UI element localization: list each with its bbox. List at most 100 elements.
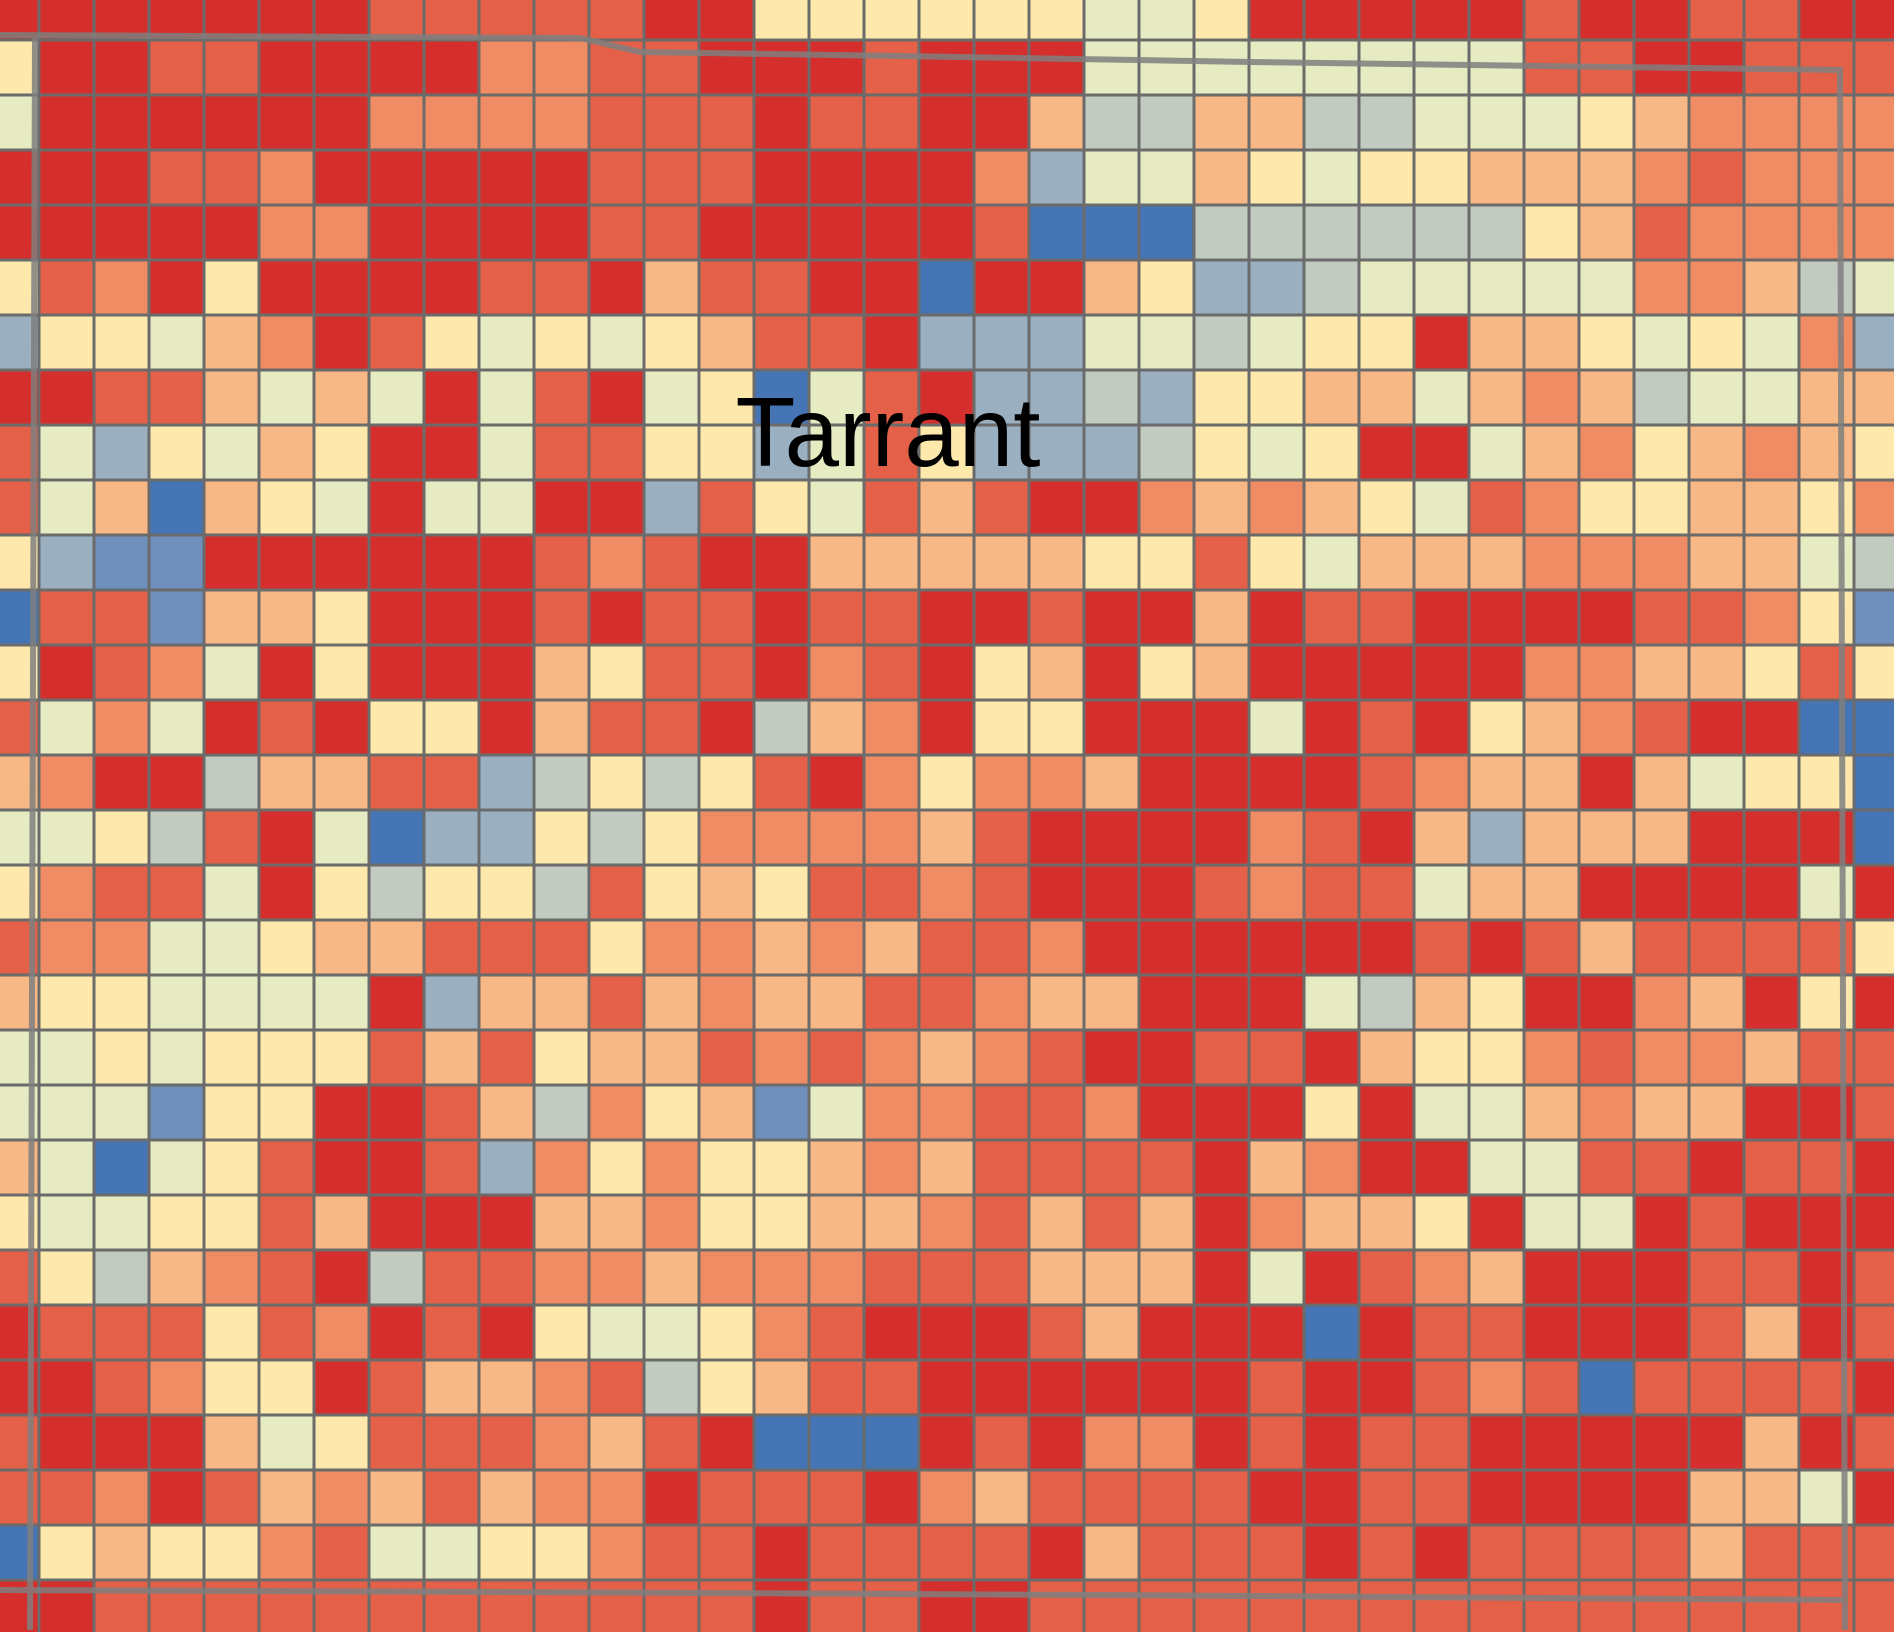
grid-cell bbox=[1852, 423, 1894, 482]
grid-cell bbox=[367, 368, 426, 427]
grid-cell bbox=[1632, 1303, 1691, 1362]
grid-cell bbox=[477, 148, 536, 207]
grid-cell bbox=[147, 478, 206, 537]
grid-cell bbox=[697, 1138, 756, 1197]
grid-cell bbox=[532, 203, 591, 262]
grid-cell bbox=[1192, 1578, 1251, 1632]
grid-cell bbox=[1247, 863, 1306, 922]
grid-cell bbox=[202, 478, 261, 537]
grid-cell bbox=[917, 1303, 976, 1362]
grid-cell bbox=[1467, 1523, 1526, 1582]
grid-cell bbox=[532, 1083, 591, 1142]
grid-cell bbox=[37, 533, 96, 592]
grid-cell bbox=[202, 258, 261, 317]
grid-cell bbox=[312, 1578, 371, 1632]
grid-cell bbox=[1247, 808, 1306, 867]
grid-cell bbox=[147, 973, 206, 1032]
grid-cell bbox=[862, 698, 921, 757]
grid-cell bbox=[1357, 1578, 1416, 1632]
grid-cell bbox=[367, 533, 426, 592]
grid-cell bbox=[37, 973, 96, 1032]
grid-cell bbox=[1082, 1083, 1141, 1142]
grid-cell bbox=[202, 1193, 261, 1252]
grid-cell bbox=[422, 93, 481, 152]
grid-cell bbox=[1357, 1303, 1416, 1362]
grid-cell bbox=[642, 1523, 701, 1582]
grid-cell bbox=[972, 38, 1031, 97]
grid-cell bbox=[312, 1083, 371, 1142]
grid-cell bbox=[1467, 1468, 1526, 1527]
grid-cell bbox=[1247, 1193, 1306, 1252]
grid-cell bbox=[862, 1468, 921, 1527]
grid-cell bbox=[477, 1358, 536, 1417]
grid-cell bbox=[1632, 698, 1691, 757]
grid-cell bbox=[972, 1083, 1031, 1142]
grid-cell bbox=[147, 203, 206, 262]
grid-cell bbox=[1687, 1248, 1746, 1307]
grid-cell bbox=[807, 1468, 866, 1527]
grid-cell bbox=[477, 588, 536, 647]
grid-cell bbox=[1082, 478, 1141, 537]
grid-cell bbox=[1192, 1468, 1251, 1527]
grid-cell bbox=[1522, 1578, 1581, 1632]
grid-cell bbox=[862, 0, 921, 42]
grid-cell bbox=[1357, 918, 1416, 977]
grid-cell bbox=[257, 1358, 316, 1417]
grid-cell bbox=[862, 643, 921, 702]
grid-cell bbox=[1247, 1413, 1306, 1472]
grid-cell bbox=[312, 1138, 371, 1197]
grid-cell bbox=[1632, 1083, 1691, 1142]
grid-cell bbox=[202, 643, 261, 702]
grid-cell bbox=[1577, 1138, 1636, 1197]
grid-cell bbox=[1027, 1248, 1086, 1307]
grid-cell bbox=[1687, 863, 1746, 922]
grid-cell bbox=[1412, 808, 1471, 867]
grid-cell bbox=[92, 1413, 151, 1472]
grid-cell bbox=[1302, 1083, 1361, 1142]
grid-cell bbox=[697, 148, 756, 207]
grid-cell bbox=[1137, 258, 1196, 317]
grid-cell bbox=[1632, 588, 1691, 647]
grid-cell bbox=[1522, 313, 1581, 372]
grid-cell bbox=[1412, 1413, 1471, 1472]
grid-cell bbox=[1797, 698, 1856, 757]
grid-cell bbox=[752, 1413, 811, 1472]
grid-cell bbox=[1302, 1303, 1361, 1362]
grid-cell bbox=[1742, 918, 1801, 977]
grid-cell bbox=[862, 313, 921, 372]
grid-cell bbox=[807, 1303, 866, 1362]
grid-cell bbox=[917, 93, 976, 152]
grid-cell bbox=[1412, 753, 1471, 812]
grid-cell bbox=[917, 1523, 976, 1582]
grid-cell bbox=[1467, 973, 1526, 1032]
grid-cell bbox=[1742, 1138, 1801, 1197]
grid-cell bbox=[477, 93, 536, 152]
grid-cell bbox=[1137, 1083, 1196, 1142]
grid-cell bbox=[807, 643, 866, 702]
grid-cell bbox=[1687, 753, 1746, 812]
grid-cell bbox=[532, 478, 591, 537]
grid-cell bbox=[642, 478, 701, 537]
grid-cell bbox=[422, 313, 481, 372]
grid-cell bbox=[1302, 1413, 1361, 1472]
grid-cell bbox=[587, 1138, 646, 1197]
grid-cell bbox=[1192, 1413, 1251, 1472]
grid-cell bbox=[862, 38, 921, 97]
grid-cell bbox=[532, 1523, 591, 1582]
grid-cell bbox=[1137, 1578, 1196, 1632]
grid-cell bbox=[1302, 918, 1361, 977]
grid-cell bbox=[1027, 0, 1086, 42]
grid-cell bbox=[257, 423, 316, 482]
grid-cell bbox=[917, 1468, 976, 1527]
grid-cell bbox=[752, 1028, 811, 1087]
grid-cell bbox=[1192, 1193, 1251, 1252]
grid-cell bbox=[642, 1578, 701, 1632]
grid-cell bbox=[1577, 1523, 1636, 1582]
grid-cell bbox=[1302, 423, 1361, 482]
grid-cell bbox=[1192, 533, 1251, 592]
grid-cell bbox=[1797, 368, 1856, 427]
grid-cell bbox=[1687, 93, 1746, 152]
grid-cell bbox=[587, 863, 646, 922]
grid-cell bbox=[37, 1193, 96, 1252]
grid-cell bbox=[587, 808, 646, 867]
